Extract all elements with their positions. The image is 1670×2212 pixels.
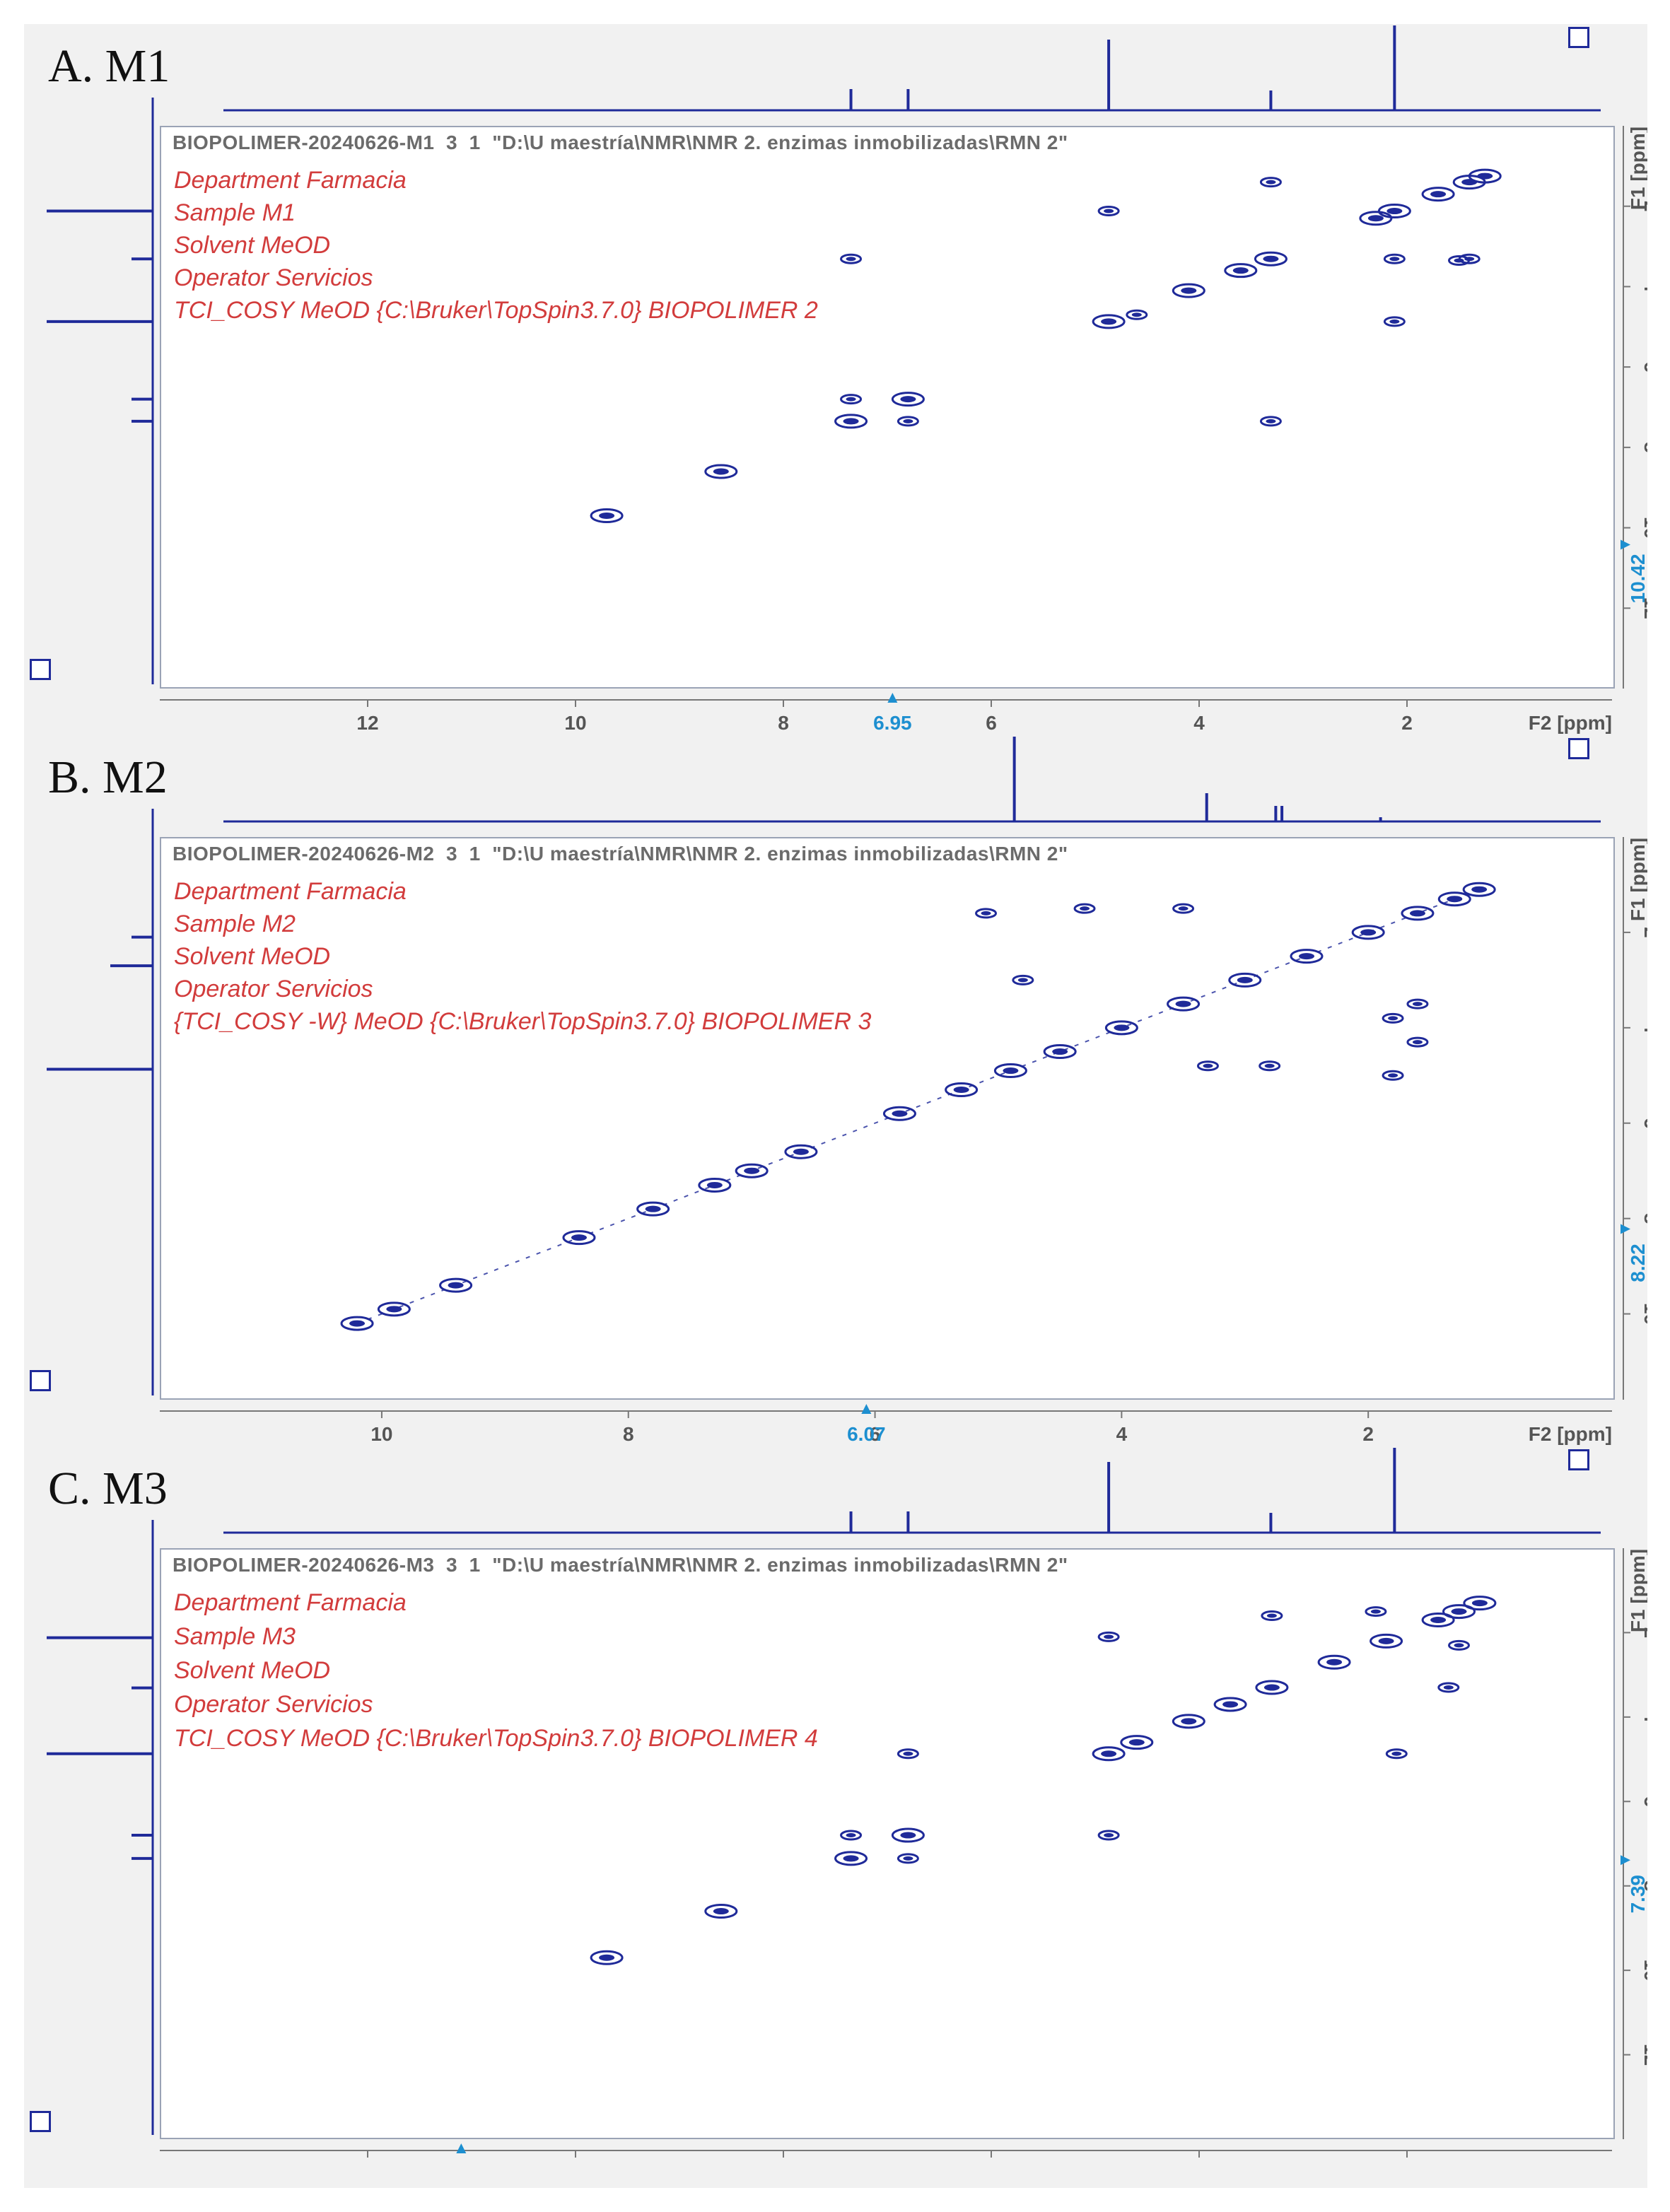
x-tick-label: 12 bbox=[356, 712, 378, 734]
dataset-header: BIOPOLIMER-20240626-M1 3 1 "D:\U maestrí… bbox=[173, 131, 1068, 153]
x-cursor-label: 6.07 bbox=[847, 1423, 886, 1445]
y-tick-label: 2 bbox=[1640, 927, 1647, 938]
panel-m1: A. M1 BIOPOLIMER-20240626-M1 3 1 "D:\U m… bbox=[24, 24, 1647, 735]
meta-sample: Sample M2 bbox=[174, 911, 296, 937]
x-axis-title: F2 [ppm] bbox=[1529, 1423, 1612, 1445]
triangle-marker-icon bbox=[887, 693, 898, 703]
y-cursor-label: 7.39 bbox=[1627, 1875, 1647, 1914]
y-tick-label: 2 bbox=[1640, 1627, 1647, 1639]
x-tick-label: 2 bbox=[1362, 1423, 1374, 1445]
x-tick-label: 4 bbox=[1116, 1423, 1128, 1445]
meta-operator: Operator Servicios bbox=[174, 976, 373, 1002]
x-tick-label: 6 bbox=[870, 1423, 881, 1445]
triangle-marker-icon bbox=[1621, 539, 1630, 550]
y-tick-label: 10 bbox=[1640, 517, 1647, 539]
triangle-marker-icon bbox=[1621, 1224, 1630, 1234]
panel-m3: C. M3 BIOPOLIMER-20240626-M3 3 1 "D:\U m… bbox=[24, 1446, 1647, 2158]
x-cursor-label: 6.95 bbox=[873, 712, 912, 734]
panel-label: B. M2 bbox=[48, 751, 168, 803]
x-axis-title: F2 [ppm] bbox=[1529, 712, 1612, 734]
y-tick-label: 8 bbox=[1640, 442, 1647, 453]
y-tick-label: 4 bbox=[1640, 1022, 1647, 1034]
triangle-marker-icon bbox=[1621, 1855, 1630, 1866]
x-tick-label: 10 bbox=[370, 1423, 392, 1445]
meta-department: Department Farmacia bbox=[174, 1589, 407, 1616]
y-tick-label: 2 bbox=[1640, 201, 1647, 212]
y-axis-title: F1 [ppm] bbox=[1627, 1549, 1647, 1632]
x-tick-label: 2 bbox=[1401, 712, 1413, 734]
y-tick-label: 8 bbox=[1640, 1880, 1647, 1892]
x-tick-label: 4 bbox=[1193, 712, 1205, 734]
cosy-plot-area[interactable]: BIOPOLIMER-20240626-M2 3 1 "D:\U maestrí… bbox=[160, 837, 1615, 1400]
y-cursor-label: 10.42 bbox=[1627, 554, 1647, 603]
meta-sample: Sample M1 bbox=[174, 199, 296, 226]
meta-department: Department Farmacia bbox=[174, 167, 407, 194]
square-outline-icon[interactable] bbox=[30, 1370, 51, 1391]
x-tick-label: 6 bbox=[986, 712, 997, 734]
meta-solvent: Solvent MeOD bbox=[174, 1657, 331, 1684]
meta-operator: Operator Servicios bbox=[174, 1691, 373, 1718]
y-tick-label: 4 bbox=[1640, 1711, 1647, 1723]
triangle-marker-icon bbox=[456, 2143, 467, 2153]
dataset-header: BIOPOLIMER-20240626-M3 3 1 "D:\U maestrí… bbox=[173, 1554, 1068, 1576]
y-tick-label: 10 bbox=[1640, 1960, 1647, 1982]
y-axis-title: F1 [ppm] bbox=[1627, 838, 1647, 921]
meta-pulseprogram: TCI_COSY MeOD {C:\Bruker\TopSpin3.7.0} B… bbox=[174, 297, 818, 324]
y-tick-label: 6 bbox=[1640, 1118, 1647, 1129]
y-tick-label: 4 bbox=[1640, 281, 1647, 293]
meta-solvent: Solvent MeOD bbox=[174, 232, 331, 259]
x-tick-label: 10 bbox=[564, 712, 586, 734]
panel-label: A. M1 bbox=[48, 40, 170, 92]
dataset-header: BIOPOLIMER-20240626-M2 3 1 "D:\U maestrí… bbox=[173, 843, 1068, 865]
y-tick-label: 12 bbox=[1640, 597, 1647, 619]
y-axis-title: F1 [ppm] bbox=[1627, 127, 1647, 210]
square-outline-icon[interactable] bbox=[1568, 738, 1589, 759]
triangle-marker-icon bbox=[861, 1404, 872, 1414]
cosy-plot-area[interactable]: BIOPOLIMER-20240626-M3 3 1 "D:\U maestrí… bbox=[160, 1548, 1615, 2139]
meta-department: Department Farmacia bbox=[174, 878, 407, 905]
y-tick-label: 6 bbox=[1640, 1796, 1647, 1807]
meta-operator: Operator Servicios bbox=[174, 264, 373, 291]
y-tick-label: 6 bbox=[1640, 361, 1647, 373]
meta-pulseprogram: {TCI_COSY -W} MeOD {C:\Bruker\TopSpin3.7… bbox=[174, 1008, 872, 1035]
square-outline-icon[interactable] bbox=[1568, 27, 1589, 48]
meta-sample: Sample M3 bbox=[174, 1623, 296, 1650]
cosy-plot-area[interactable]: BIOPOLIMER-20240626-M1 3 1 "D:\U maestrí… bbox=[160, 126, 1615, 689]
y-tick-label: 12 bbox=[1640, 2044, 1647, 2066]
meta-solvent: Solvent MeOD bbox=[174, 943, 331, 970]
x-tick-label: 8 bbox=[623, 1423, 634, 1445]
x-tick-label: 8 bbox=[778, 712, 789, 734]
y-cursor-label: 8.22 bbox=[1627, 1243, 1647, 1282]
y-tick-label: 8 bbox=[1640, 1213, 1647, 1224]
panel-label: C. M3 bbox=[48, 1463, 168, 1514]
square-outline-icon[interactable] bbox=[30, 2111, 51, 2132]
panel-m2: B. M2 BIOPOLIMER-20240626-M2 3 1 "D:\U m… bbox=[24, 735, 1647, 1446]
square-outline-icon[interactable] bbox=[30, 659, 51, 680]
square-outline-icon[interactable] bbox=[1568, 1449, 1589, 1470]
y-tick-label: 10 bbox=[1640, 1303, 1647, 1325]
meta-pulseprogram: TCI_COSY MeOD {C:\Bruker\TopSpin3.7.0} B… bbox=[174, 1725, 818, 1752]
